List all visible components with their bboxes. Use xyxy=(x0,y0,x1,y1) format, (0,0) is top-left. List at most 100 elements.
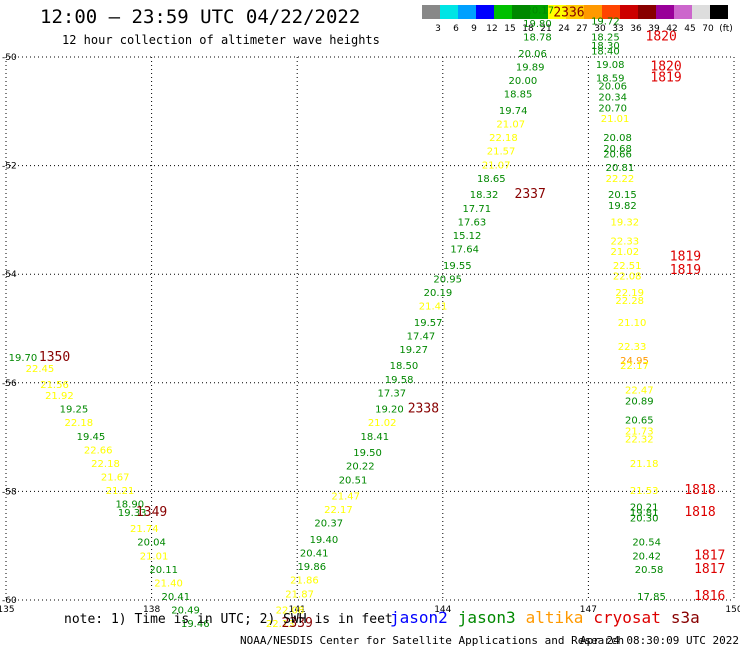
wave-height-value: 20.54 xyxy=(632,538,661,549)
colorbar-label: 15 xyxy=(504,24,515,33)
wave-height-value: 20.17 xyxy=(526,6,555,17)
wave-height-value: 20.65 xyxy=(625,416,654,427)
pass-time-label: 1819 xyxy=(670,250,701,265)
wave-height-value: 22.13 xyxy=(266,619,295,630)
wave-height-value: 21.02 xyxy=(610,247,639,258)
wave-height-value: 19.33 xyxy=(118,508,147,519)
wave-height-value: 22.18 xyxy=(64,418,93,429)
colorbar-label: 36 xyxy=(630,24,642,33)
wave-height-value: 20.58 xyxy=(635,565,664,576)
wave-height-value: 20.70 xyxy=(598,103,627,114)
wave-height-value: 19.70 xyxy=(9,353,38,364)
wave-height-value: 19.82 xyxy=(608,201,637,212)
colorbar-swatch xyxy=(530,5,548,19)
colorbar-swatch xyxy=(512,5,530,19)
x-tick-label: 147 xyxy=(580,605,597,615)
wave-height-value: 20.06 xyxy=(598,82,627,93)
pass-time-label: 2339 xyxy=(282,616,313,631)
colorbar-swatch xyxy=(602,5,620,19)
wave-height-value: 20.00 xyxy=(509,76,538,87)
pass-time-label: 1818 xyxy=(684,505,715,520)
wave-height-value: 21.47 xyxy=(331,492,360,503)
wave-height-value: 18.78 xyxy=(523,33,552,44)
colorbar-label: 27 xyxy=(576,24,587,33)
wave-height-value: 20.41 xyxy=(300,549,329,560)
wave-height-value: 19.40 xyxy=(310,535,339,546)
colorbar-swatch xyxy=(656,5,674,19)
y-tick-label: -50 xyxy=(2,53,17,63)
colorbar-label: 39 xyxy=(648,24,660,33)
wave-height-value: 24.95 xyxy=(620,356,649,367)
pass-time-label: 1817 xyxy=(694,562,725,577)
y-tick-label: -54 xyxy=(2,270,17,280)
wave-height-value: 19.50 xyxy=(353,448,382,459)
colorbar-swatch xyxy=(494,5,512,19)
wave-height-value: 18.90 xyxy=(115,500,144,511)
colorbar-label: 42 xyxy=(666,24,677,33)
wave-height-value: 20.04 xyxy=(137,538,166,549)
colorbar-swatch xyxy=(692,5,710,19)
pass-time-label: 2336 xyxy=(553,5,584,20)
legend-cryosat: cryosat xyxy=(593,608,661,627)
colorbar-swatch xyxy=(440,5,458,19)
wave-height-value: 22.33 xyxy=(610,236,639,247)
satellite-legend: jason2 jason3 altika cryosat s3a xyxy=(390,608,710,627)
pass-time-label: 2337 xyxy=(515,187,546,202)
colorbar-swatch xyxy=(458,5,476,19)
wave-height-value: 22.18 xyxy=(91,459,120,470)
colorbar-label: 6 xyxy=(453,24,459,33)
color-scale-legend: 3 6 9 12 15 18 21 24 27 30 33 36 39 42 45 70 (ft) xyxy=(422,5,732,33)
wave-height-value: 22.08 xyxy=(276,606,305,617)
legend-altika: altika xyxy=(525,608,584,627)
page-title: 12:00 – 23:59 UTC 04/22/2022 xyxy=(40,6,361,28)
wave-height-value: 20.11 xyxy=(149,565,178,576)
wave-height-value: 19.55 xyxy=(443,261,472,272)
wave-height-value: 20.89 xyxy=(625,397,654,408)
wave-height-value: 19.81 xyxy=(630,508,659,519)
colorbar-label: 24 xyxy=(558,24,570,33)
wave-height-value: 19.32 xyxy=(610,217,639,228)
x-tick-label: 150 xyxy=(725,605,740,615)
wave-height-value: 18.40 xyxy=(591,46,620,57)
wave-height-value: 20.22 xyxy=(346,462,375,473)
wave-height-value: 22.51 xyxy=(613,261,642,272)
wave-height-value: 21.86 xyxy=(290,576,319,587)
wave-height-value: 17.71 xyxy=(462,204,491,215)
colorbar-label: 3 xyxy=(435,24,441,33)
pass-time-label: 2338 xyxy=(408,402,439,417)
wave-height-value: 20.68 xyxy=(603,144,632,155)
wave-height-value: 18.59 xyxy=(596,73,625,84)
wave-height-value: 21.01 xyxy=(601,114,630,125)
wave-height-value: 22.32 xyxy=(625,435,654,446)
credit-line: NOAA/NESDIS Center for Satellite Applica… xyxy=(240,634,625,647)
wave-height-value: 22.19 xyxy=(615,288,644,299)
colorbar-label: 30 xyxy=(594,24,606,33)
pass-time-label: 1819 xyxy=(670,263,701,278)
colorbar-label: 45 xyxy=(684,24,695,33)
colorbar-label: 70 xyxy=(702,24,714,33)
wave-height-value: 19.72 xyxy=(591,16,620,27)
legend-s3a: s3a xyxy=(670,608,700,627)
colorbar-swatch xyxy=(476,5,494,19)
wave-height-value: 21.10 xyxy=(618,318,647,329)
wave-height-value: 21.67 xyxy=(101,473,130,484)
wave-height-value: 20.37 xyxy=(314,519,343,530)
wave-height-value: 22.47 xyxy=(625,386,654,397)
colorbar-label: 21 xyxy=(540,24,551,33)
x-tick-label: 144 xyxy=(434,605,451,615)
wave-height-value: 17.47 xyxy=(407,331,436,342)
wave-height-value: 21.73 xyxy=(625,426,654,437)
wave-height-value: 18.65 xyxy=(477,174,506,185)
wave-height-value: 21.07 xyxy=(482,160,511,171)
wave-height-value: 21.57 xyxy=(487,147,516,158)
wave-height-value: 17.37 xyxy=(378,388,407,399)
x-tick-label: 141 xyxy=(289,605,306,615)
wave-height-value: 21.92 xyxy=(45,391,74,402)
footer-note: note: 1) Time is in UTC; 2) SWH is in fe… xyxy=(64,612,393,627)
colorbar-swatch xyxy=(710,5,728,19)
wave-height-value: 18.30 xyxy=(591,41,620,52)
wave-height-value: 19.46 xyxy=(181,619,210,630)
wave-height-value: 21.53 xyxy=(630,486,659,497)
colorbar-swatch xyxy=(638,5,656,19)
